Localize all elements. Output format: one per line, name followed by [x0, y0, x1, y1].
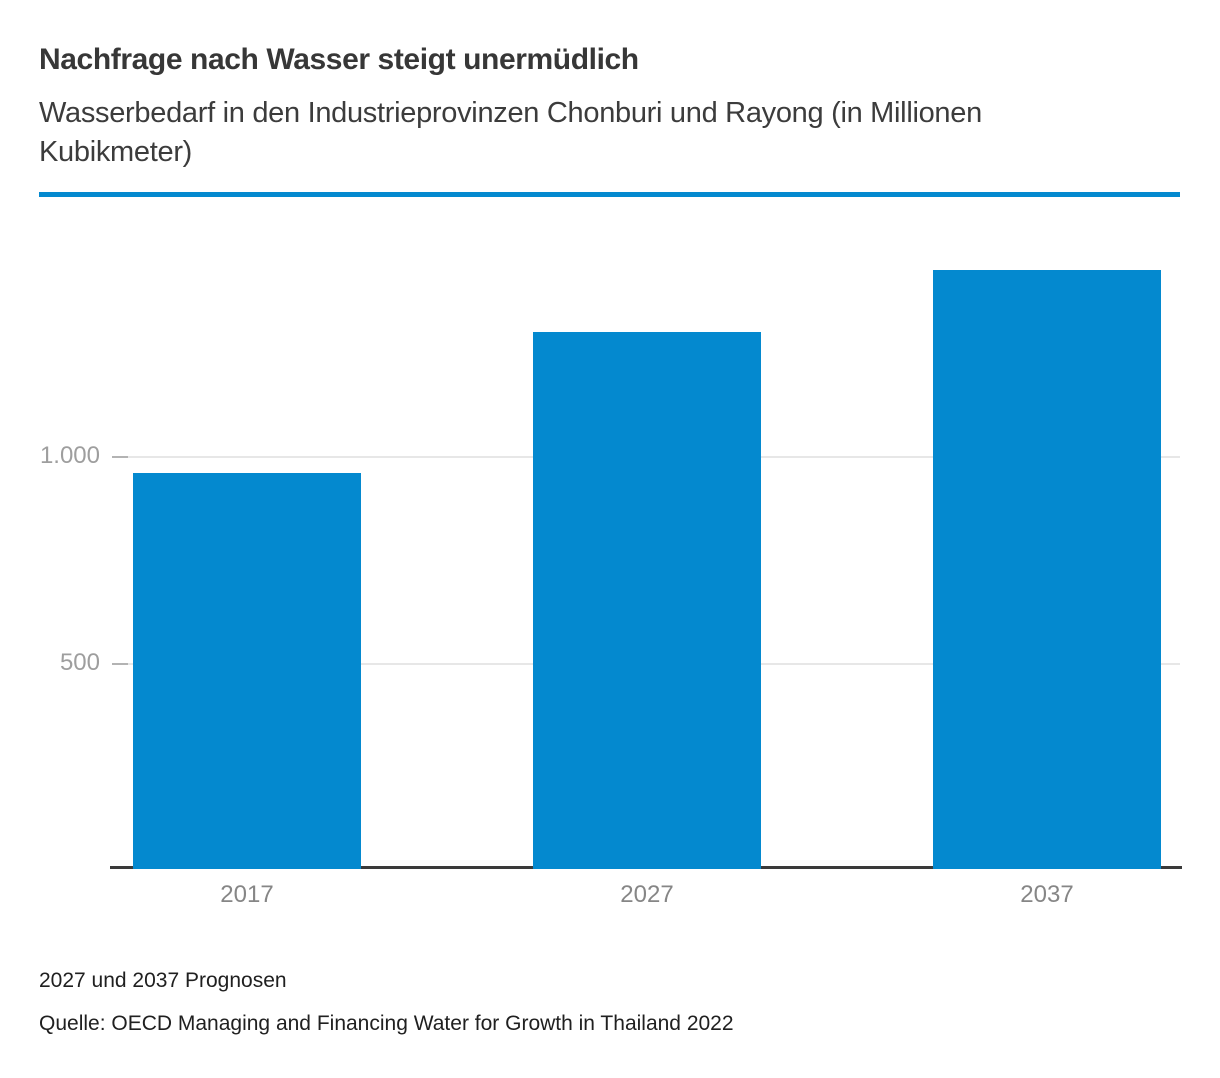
y-tick-mark — [112, 663, 128, 665]
bar-chart: 500 1.000 2017 2027 2037 — [0, 197, 1220, 942]
footnote: 2027 und 2037 Prognosen — [39, 969, 287, 992]
bar-2037 — [933, 270, 1161, 869]
x-tick-label: 2027 — [620, 881, 674, 908]
y-tick-label: 1.000 — [39, 442, 100, 469]
bar-2027 — [533, 332, 761, 869]
source-line: Quelle: OECD Managing and Financing Wate… — [39, 1012, 734, 1035]
x-tick-label: 2037 — [1020, 881, 1074, 908]
chart-subtitle: Wasserbedarf in den Industrieprovinzen C… — [39, 97, 982, 168]
chart-title: Nachfrage nach Wasser steigt unermüdlich — [39, 43, 639, 76]
chart-footer: 2027 und 2037 Prognosen Quelle: OECD Man… — [0, 968, 1220, 1037]
y-tick-mark — [112, 456, 128, 458]
header-accent-rule — [39, 192, 1180, 197]
x-tick-label: 2017 — [220, 881, 274, 908]
bar-2017 — [133, 473, 361, 869]
y-tick-label: 500 — [59, 649, 100, 676]
chart-header: Nachfrage nach Wasser steigt unermüdlich… — [0, 42, 1220, 197]
